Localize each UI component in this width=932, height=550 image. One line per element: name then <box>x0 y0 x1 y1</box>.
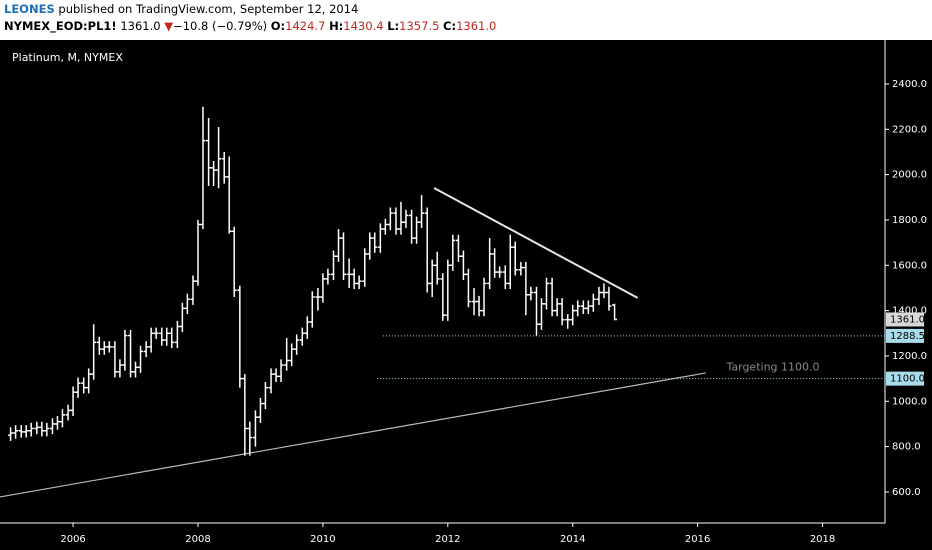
low: 1357.5 <box>399 19 440 33</box>
price-box <box>886 328 924 343</box>
published: published on TradingView.com, September … <box>58 2 359 16</box>
change: −10.8 (−0.79%) <box>173 19 268 33</box>
chart-title: Platinum, M, NYMEX <box>12 51 123 64</box>
y-tick-label: 1400.0 <box>892 306 927 317</box>
x-tick-label: 2016 <box>685 534 710 545</box>
c-label: C: <box>443 19 457 33</box>
symbol: NYMEX_EOD:PL1! <box>4 19 117 33</box>
arrow: ▼ <box>164 19 174 33</box>
high: 1430.4 <box>343 19 384 33</box>
y-tick-label: 1600.0 <box>892 260 927 271</box>
y-tick-label: 800.0 <box>892 442 921 453</box>
h-label: H: <box>329 19 344 33</box>
x-tick-label: 2010 <box>310 534 335 545</box>
x-tick-label: 2008 <box>185 534 210 545</box>
publish-line: LEONES published on TradingView.com, Sep… <box>4 1 932 18</box>
y-tick-label: 2000.0 <box>892 170 927 181</box>
price-label: 1100.0 <box>890 374 925 385</box>
header: LEONES published on TradingView.com, Sep… <box>0 0 932 40</box>
y-tick-label: 2200.0 <box>892 124 927 135</box>
last: 1361.0 <box>120 19 161 33</box>
price-label: 1288.5 <box>890 331 925 342</box>
open: 1424.7 <box>285 19 326 33</box>
x-tick-label: 2014 <box>560 534 585 545</box>
y-tick-label: 600.0 <box>892 487 921 498</box>
trendline <box>0 372 706 498</box>
y-tick-label: 2400.0 <box>892 79 927 90</box>
y-tick-label: 1000.0 <box>892 396 927 407</box>
x-tick-label: 2018 <box>810 534 835 545</box>
price-box <box>886 371 924 386</box>
x-tick-label: 2006 <box>60 534 85 545</box>
author[interactable]: LEONES <box>4 2 55 16</box>
annotation: Targeting 1100.0 <box>725 361 819 374</box>
background <box>0 40 932 550</box>
o-label: O: <box>270 19 286 33</box>
l-label: L: <box>387 19 400 33</box>
chart: Platinum, M, NYMEX 600.0 800.0 1000.0 1200.… <box>0 40 932 550</box>
price-label: 1361.0 <box>890 314 925 325</box>
y-tick-label: 1200.0 <box>892 351 927 362</box>
trendline <box>433 187 639 299</box>
x-tick-label: 2012 <box>435 534 460 545</box>
price-box <box>886 312 924 327</box>
y-tick-label: 1800.0 <box>892 215 927 226</box>
close: 1361.0 <box>456 19 497 33</box>
quote-line: NYMEX_EOD:PL1! 1361.0 ▼−10.8 (−0.79%) O:… <box>4 18 932 35</box>
